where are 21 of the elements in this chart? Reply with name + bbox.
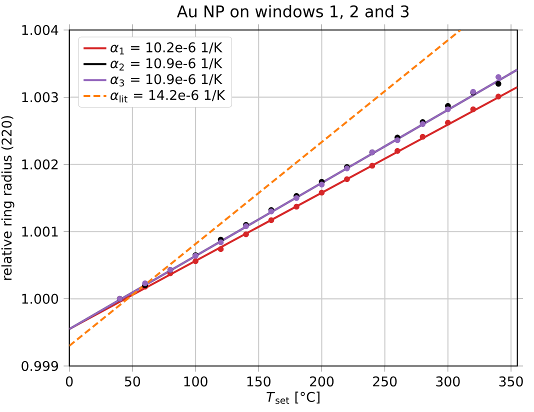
legend-label: α$_{lit}$ = 14.2e-6 1/K xyxy=(110,90,226,102)
y-tick-label: 1.000 xyxy=(22,294,58,304)
legend-label: α$_{2}$ = 10.9e-6 1/K xyxy=(110,58,222,70)
legend-label: α$_{1}$ = 10.2e-6 1/K xyxy=(110,42,222,54)
y-tick-label: 1.001 xyxy=(22,226,58,237)
y-tick-label: 1.002 xyxy=(22,159,58,170)
x-tick-label: 100 xyxy=(184,376,208,386)
x-axis-title: T$_{set}$ [°C] xyxy=(266,392,320,404)
y-tick-label: 0.999 xyxy=(22,360,58,372)
x-tick-label: 0 xyxy=(66,376,73,386)
legend-label: α$_{3}$ = 10.9e-6 1/K xyxy=(110,74,222,86)
x-tick-label: 200 xyxy=(310,376,334,386)
x-tick-label: 150 xyxy=(247,376,270,386)
y-axis-title: relative ring radius (220) xyxy=(1,116,14,280)
x-tick-label: 250 xyxy=(373,376,397,386)
x-tick-label: 350 xyxy=(499,376,523,386)
chart-title: Au NP on windows 1, 2 and 3 xyxy=(176,5,409,20)
x-tick-label: 50 xyxy=(124,376,140,386)
x-tick-label: 300 xyxy=(436,376,460,386)
y-tick-label: 1.004 xyxy=(22,24,58,36)
y-tick-label: 1.003 xyxy=(22,92,58,102)
